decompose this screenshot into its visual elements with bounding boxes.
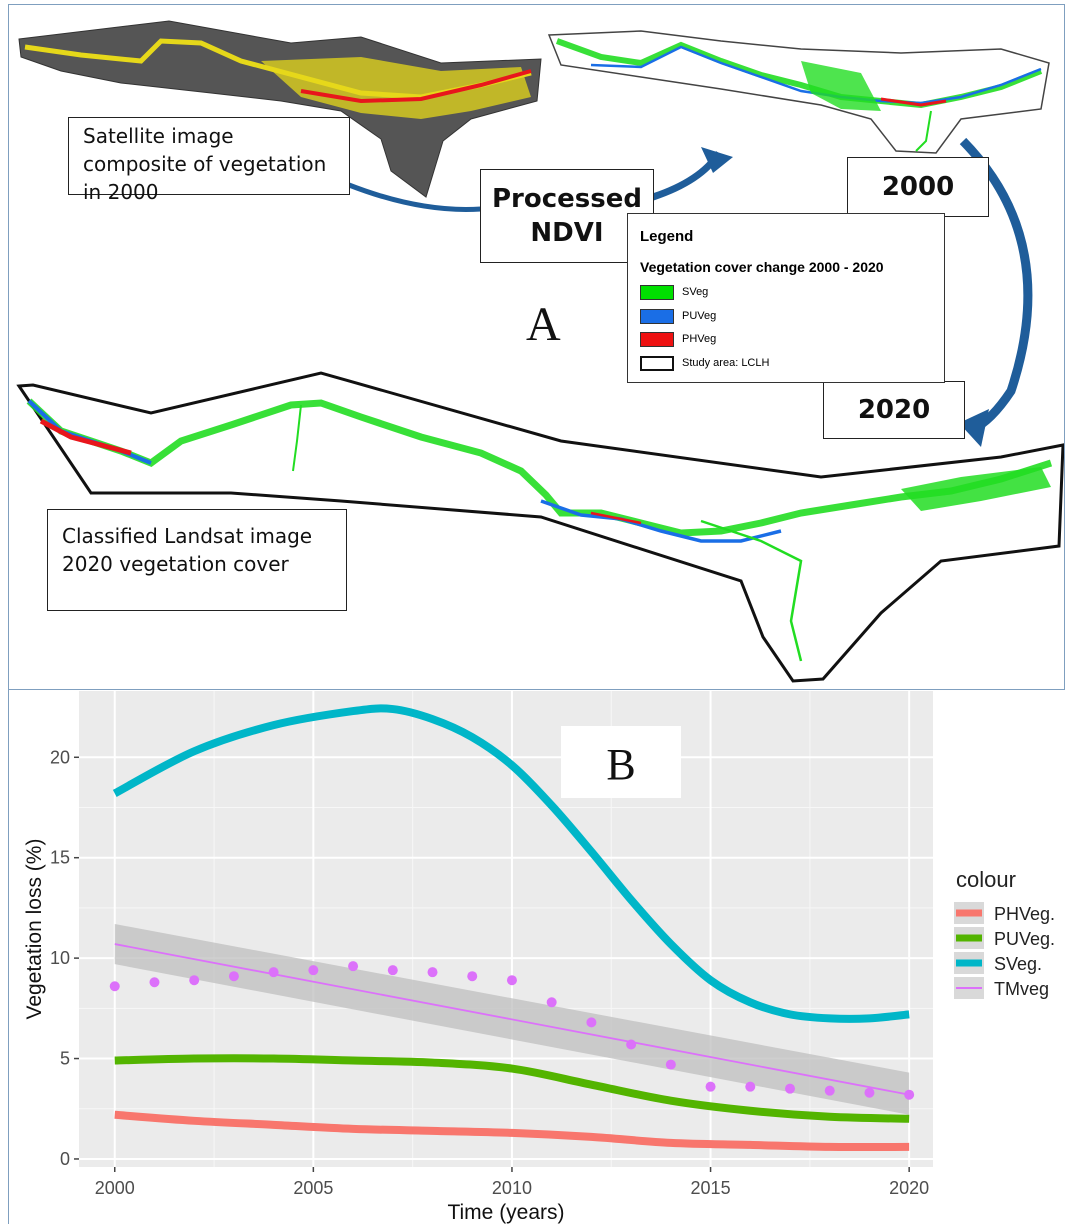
trend-line-tmveg <box>114 943 910 1096</box>
panel-a-maps: Satellite image composite of vegetation … <box>8 4 1065 690</box>
data-point-tmveg <box>904 1089 915 1100</box>
arrow-2000-to-2020 <box>959 137 1033 434</box>
legend-swatch-puveg <box>640 308 674 324</box>
legend-label-puveg: PUVeg <box>682 310 717 322</box>
callout-processed-text: Processed NDVI <box>492 184 642 248</box>
x-tick-label: 2010 <box>492 1178 532 1198</box>
data-point-tmveg <box>149 977 160 988</box>
chart-legend-title: colour <box>956 867 1016 892</box>
arrow-satellite-to-ndvi <box>348 182 482 212</box>
x-tick-label: 2000 <box>95 1178 135 1198</box>
series-line-puveg <box>114 1054 910 1123</box>
y-tick-label: 20 <box>50 747 70 767</box>
callout-year-2020-text: 2020 <box>857 395 931 425</box>
legend-item-sveg: SVeg <box>640 284 708 300</box>
panel-b-chart: 2000 2005 2010 2015 2020 0 5 10 15 20 Time (years… <box>8 689 1064 1224</box>
axis-ticks: 2000 2005 2010 2015 2020 0 5 10 15 20 <box>50 747 929 1198</box>
x-tick-label: 2015 <box>691 1178 731 1198</box>
x-tick-label: 2005 <box>293 1178 333 1198</box>
ndvi-2000-map <box>547 30 1050 154</box>
callout-year-2020: 2020 <box>823 381 965 439</box>
legend-label-phveg: PHVeg. <box>994 904 1055 924</box>
y-tick-label: 5 <box>60 1049 70 1069</box>
x-tick-label: 2020 <box>889 1178 929 1198</box>
callout-classified-text: Classified Landsat image 2020 vegetation… <box>62 524 313 576</box>
classified-2020-map <box>16 371 1064 683</box>
y-tick-label: 15 <box>50 848 70 868</box>
legend-item-puveg: PUVeg <box>640 308 716 324</box>
data-point-tmveg <box>824 1085 835 1096</box>
data-point-tmveg <box>586 1017 597 1028</box>
vegetation-loss-chart: 2000 2005 2010 2015 2020 0 5 10 15 20 Time (years… <box>23 691 1055 1224</box>
map-legend: Legend Vegetation cover change 2000 - 20… <box>627 213 945 383</box>
callout-classified-landsat: Classified Landsat image 2020 vegetation… <box>47 509 347 611</box>
callout-processed-ndvi: Processed NDVI <box>480 169 654 263</box>
legend-subtitle: Vegetation cover change 2000 - 2020 <box>640 259 884 275</box>
data-point-tmveg <box>785 1083 796 1094</box>
legend-label-sveg: SVeg. <box>994 954 1042 974</box>
callout-year-2000-text: 2000 <box>881 172 955 202</box>
data-point-tmveg <box>427 967 438 978</box>
data-point-tmveg <box>228 971 239 982</box>
y-tick-label: 0 <box>60 1149 70 1169</box>
legend-label-phveg: PHVeg <box>682 333 717 345</box>
y-axis-label: Vegetation loss (%) <box>23 839 46 1020</box>
legend-label-tmveg: TMveg <box>994 979 1049 999</box>
data-point-tmveg <box>665 1059 676 1070</box>
series-lines <box>112 704 910 1152</box>
data-point-tmveg <box>268 967 279 978</box>
legend-swatch-sveg <box>640 284 674 300</box>
data-point-tmveg <box>109 981 120 992</box>
legend-label-study-area: Study area: LCLH <box>682 357 770 369</box>
legend-swatch-phveg <box>640 331 674 347</box>
series-points <box>109 961 915 1100</box>
data-point-tmveg <box>308 965 319 976</box>
panel-b-letter: B <box>606 740 635 789</box>
data-point-tmveg <box>467 971 478 982</box>
panel-b-label-box <box>561 726 681 798</box>
panel-a-letter: A <box>526 298 561 351</box>
series-line-phveg <box>114 1110 910 1152</box>
data-point-tmveg <box>864 1087 875 1098</box>
data-point-tmveg <box>745 1081 756 1092</box>
chart-legend: PHVeg. PUVeg. SVeg. TMveg <box>954 902 1055 999</box>
legend-title: Legend <box>640 228 694 245</box>
legend-item-study-area: Study area: LCLH <box>640 355 769 371</box>
legend-item-phveg: PHVeg <box>640 331 716 347</box>
data-point-tmveg <box>626 1039 637 1050</box>
y-tick-label: 10 <box>50 948 70 968</box>
data-point-tmveg <box>506 975 517 986</box>
callout-year-2000: 2000 <box>847 157 989 217</box>
data-point-tmveg <box>348 961 359 972</box>
callout-satellite-text: Satellite image composite of vegetation … <box>83 124 327 204</box>
data-point-tmveg <box>189 975 200 986</box>
panel-a-map-graphics <box>16 20 1064 683</box>
legend-label-sveg: SVeg <box>682 286 709 298</box>
legend-swatch-study-area <box>640 355 674 371</box>
data-point-tmveg <box>387 965 398 976</box>
callout-satellite-composite: Satellite image composite of vegetation … <box>68 117 350 204</box>
series-line-sveg <box>112 704 910 1023</box>
satellite-composite-map <box>18 20 542 198</box>
data-point-tmveg <box>705 1081 716 1092</box>
x-axis-label: Time (years) <box>447 1201 564 1224</box>
legend-label-puveg: PUVeg. <box>994 929 1055 949</box>
data-point-tmveg <box>546 997 557 1008</box>
